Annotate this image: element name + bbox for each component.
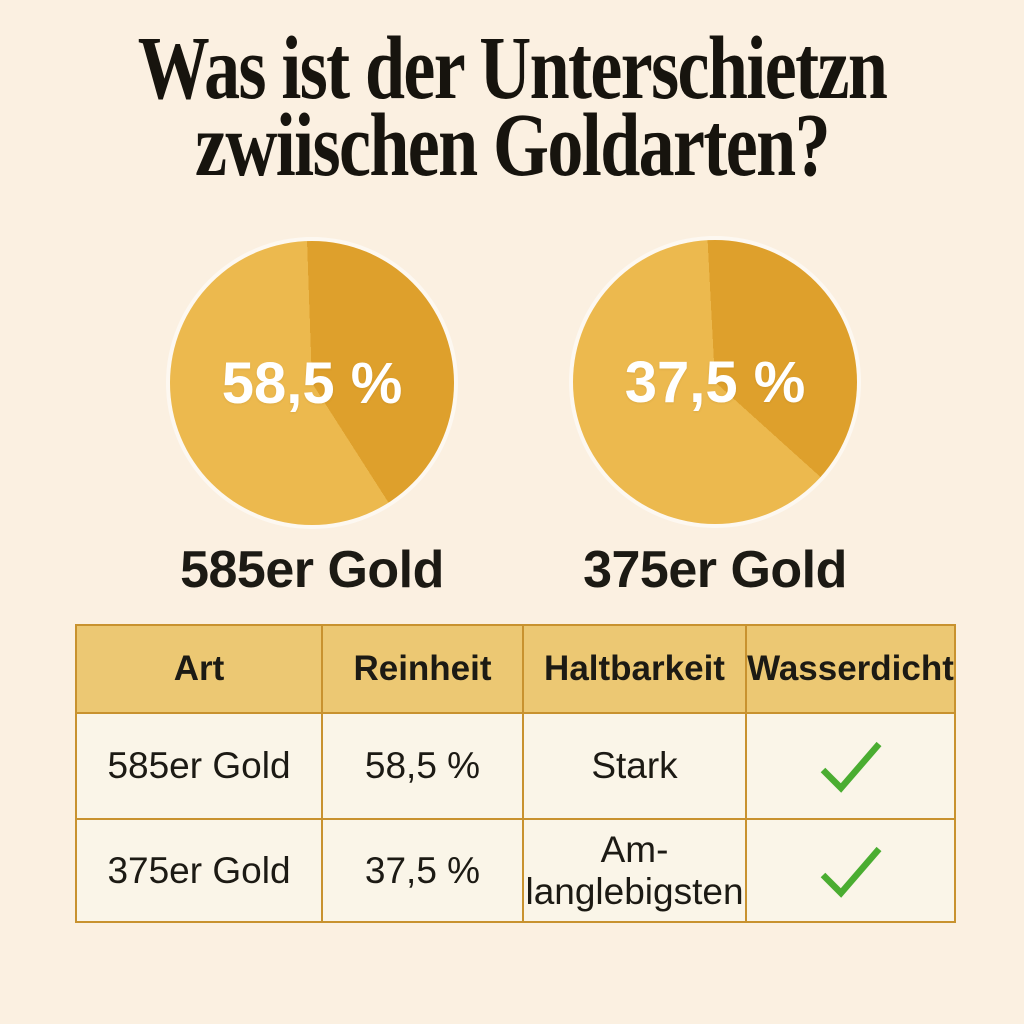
page-title-line2: zwiischen Goldarten? xyxy=(195,96,831,196)
pie-585-center-label: 58,5 % xyxy=(221,350,403,416)
pie-585-caption: 585er Gold xyxy=(180,541,444,599)
pie-375-caption: 375er Gold xyxy=(583,541,847,599)
check-icon xyxy=(747,820,954,921)
table-header-art: Art xyxy=(77,626,321,712)
table-cell-reinheit-375: 37,5 % xyxy=(323,820,522,921)
table-cell-reinheit-585: 58,5 % xyxy=(323,714,522,818)
table-cell-art-375: 375er Gold xyxy=(77,820,321,921)
check-icon-svg xyxy=(820,741,881,793)
table-header-wasserdicht: Wasserdicht xyxy=(747,626,954,712)
table-header-haltbarkeit: Haltbarkeit xyxy=(524,626,745,712)
table-cell-haltbarkeit-585: Stark xyxy=(524,714,745,818)
table-cell-haltbarkeit-375: Am- langlebigsten xyxy=(524,820,745,921)
check-icon xyxy=(747,714,954,818)
pie-375-center-label: 37,5 % xyxy=(624,349,806,415)
pie-chart-585er-gold: 58,5 % xyxy=(170,241,454,525)
page-title: Was ist der Unterschietzn zwiischen Gold… xyxy=(102,19,921,196)
page-title-line1: Was ist der Unterschietzn xyxy=(137,19,888,118)
table-cell-art-585: 585er Gold xyxy=(77,714,321,818)
pie-chart-375er-gold: 37,5 % xyxy=(573,240,857,524)
check-icon-svg xyxy=(820,846,881,898)
comparison-table: Art Reinheit Haltbarkeit Wasserdicht 585… xyxy=(75,624,956,923)
table-header-reinheit: Reinheit xyxy=(323,626,522,712)
